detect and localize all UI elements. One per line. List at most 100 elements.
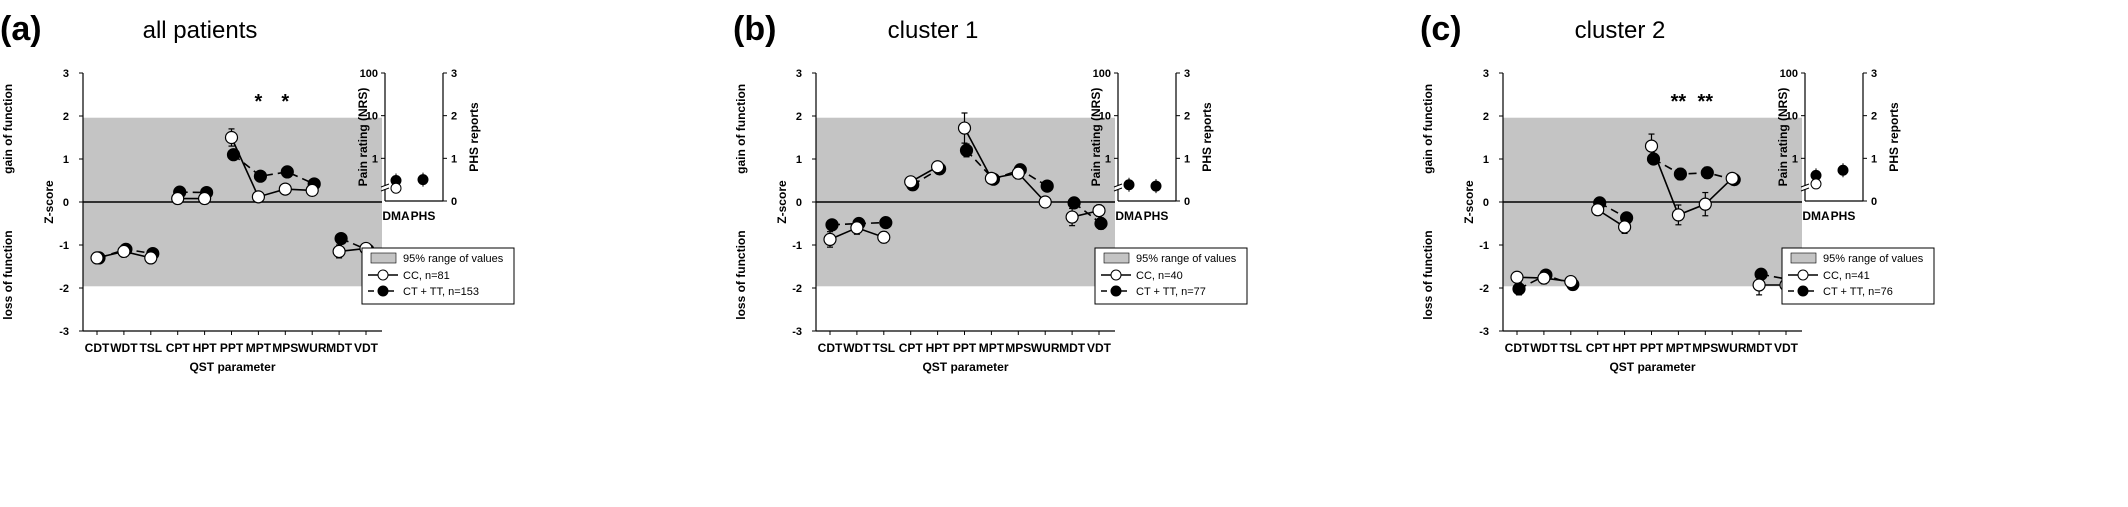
- x-tick-label: CDT: [1505, 341, 1530, 355]
- x-tick-label: MPT: [1666, 341, 1692, 355]
- cc-point: [1092, 204, 1106, 218]
- gain-of-function-label: gain of function: [1421, 84, 1435, 174]
- cc-point: [904, 175, 918, 189]
- x-tick-label: MDT: [326, 341, 353, 355]
- x-axis-label: QST parameter: [189, 360, 275, 374]
- legend-tt-label: CT + TT, n=77: [1136, 286, 1206, 298]
- inset-right-axis-label: PHS reports: [1200, 102, 1214, 172]
- x-tick-label: WUR: [1718, 341, 1747, 355]
- cc-point: [984, 171, 998, 185]
- inset-left-tick-label: 100: [1093, 68, 1111, 80]
- y-tick-label: -3: [1479, 326, 1489, 338]
- cc-point: [198, 191, 212, 206]
- panel-title: cluster 1: [888, 17, 979, 44]
- x-tick-label: MDT: [1746, 341, 1773, 355]
- x-tick-label: TSL: [1559, 341, 1582, 355]
- y-tick-label: -1: [1479, 240, 1489, 252]
- cc-series-line: [963, 127, 1046, 203]
- y-tick-label: 1: [63, 154, 69, 166]
- inset-left-axis-label: Pain rating (NRS): [1776, 88, 1790, 187]
- inset-left-axis-label: Pain rating (NRS): [356, 88, 370, 187]
- cc-point: [90, 251, 104, 265]
- x-tick-label: HPT: [193, 341, 218, 355]
- inset-right-tick-label: 1: [1871, 153, 1877, 165]
- x-tick-label: MDT: [1059, 341, 1086, 355]
- x-tick-label: CPT: [166, 341, 191, 355]
- cc-point: [332, 244, 346, 259]
- inset-right-tick-label: 2: [451, 111, 457, 123]
- cc-point: [1618, 220, 1632, 234]
- ct-tt-point: [1040, 179, 1054, 193]
- legend-tt-marker: [377, 285, 389, 297]
- cc-point: [1591, 203, 1605, 217]
- panel-b: (b) cluster 1 -3 -2 -1 0 1 2 3 CDT WDT TSL CPT HPT PPT…: [733, 10, 1248, 374]
- legend-cc-label: CC, n=81: [403, 270, 450, 282]
- inset-right-tick-label: 2: [1871, 111, 1877, 123]
- inset-left-tick-label: 10: [366, 111, 378, 123]
- cc-point: [1038, 195, 1052, 209]
- x-tick-label: CDT: [818, 341, 843, 355]
- significance-marker: **: [1671, 91, 1687, 113]
- ct-tt-point: [1754, 267, 1768, 281]
- inset-x-tick-label: DMA: [382, 209, 410, 223]
- inset-x-tick-label: DMA: [1115, 209, 1143, 223]
- inset-left-tick-label: 1: [1792, 153, 1798, 165]
- cc-point: [1644, 139, 1659, 153]
- y-tick-label: 3: [796, 68, 802, 80]
- legend-tt-label: CT + TT, n=153: [403, 286, 479, 298]
- cc-series-line: [230, 137, 313, 198]
- y-axis-label: Z-score: [775, 180, 789, 224]
- ct-tt-point: [1094, 216, 1108, 231]
- x-tick-label: TSL: [872, 341, 895, 355]
- cc-point: [224, 130, 239, 145]
- y-tick-label: -2: [59, 283, 69, 295]
- inset-right-tick-label: 0: [1184, 196, 1190, 208]
- inset-right-tick-label: 1: [1184, 153, 1190, 165]
- inset-right-tick-label: 3: [1184, 68, 1190, 80]
- y-tick-label: 0: [63, 197, 69, 209]
- inset-ct-tt-point: [1837, 164, 1849, 176]
- y-tick-label: 0: [796, 197, 802, 209]
- ct-tt-point: [825, 218, 839, 232]
- x-tick-label: CDT: [85, 341, 110, 355]
- inset-left-tick-label: 100: [1780, 68, 1798, 80]
- cc-point: [1671, 208, 1685, 222]
- inset-x-tick-label: PHS: [1831, 209, 1856, 223]
- x-tick-label: VDT: [1774, 341, 1799, 355]
- inset-right-tick-label: 1: [451, 153, 457, 165]
- legend-range-swatch: [1103, 252, 1130, 264]
- cc-point: [251, 190, 265, 204]
- x-tick-label: MPS: [272, 341, 298, 355]
- inset-right-axis-label: PHS reports: [1887, 102, 1901, 172]
- significance-marker: **: [1698, 91, 1714, 113]
- inset-left-tick-label: 100: [360, 68, 378, 80]
- x-tick-label: WUR: [1031, 341, 1060, 355]
- y-tick-label: -1: [792, 240, 802, 252]
- inset-right-tick-label: 0: [1871, 196, 1877, 208]
- inset-x-tick-label: DMA: [1802, 209, 1830, 223]
- ct-tt-series-line: [965, 149, 1048, 187]
- x-tick-label: HPT: [1613, 341, 1638, 355]
- y-tick-label: 1: [796, 154, 802, 166]
- loss-of-function-label: loss of function: [1421, 230, 1435, 319]
- x-tick-label: MPT: [246, 341, 272, 355]
- panel-letter: (b): [733, 10, 776, 48]
- ct-tt-point: [1700, 166, 1714, 180]
- ct-tt-series-line: [233, 154, 315, 185]
- x-axis-label: QST parameter: [922, 360, 1008, 374]
- x-tick-label: TSL: [139, 341, 162, 355]
- y-tick-label: -1: [59, 240, 69, 252]
- legend-range-label: 95% range of values: [403, 253, 504, 265]
- axis-break-mark: [380, 183, 390, 188]
- ct-tt-point: [1673, 167, 1687, 181]
- cc-point: [931, 160, 945, 174]
- inset-cc-point: [390, 182, 402, 194]
- x-tick-label: WDT: [843, 341, 871, 355]
- inset-ct-tt-point: [1150, 180, 1162, 192]
- x-tick-label: HPT: [926, 341, 951, 355]
- x-tick-label: WUR: [298, 341, 327, 355]
- y-tick-label: 2: [1483, 111, 1489, 123]
- gain-of-function-label: gain of function: [734, 84, 748, 174]
- axis-break-mark: [1800, 187, 1810, 192]
